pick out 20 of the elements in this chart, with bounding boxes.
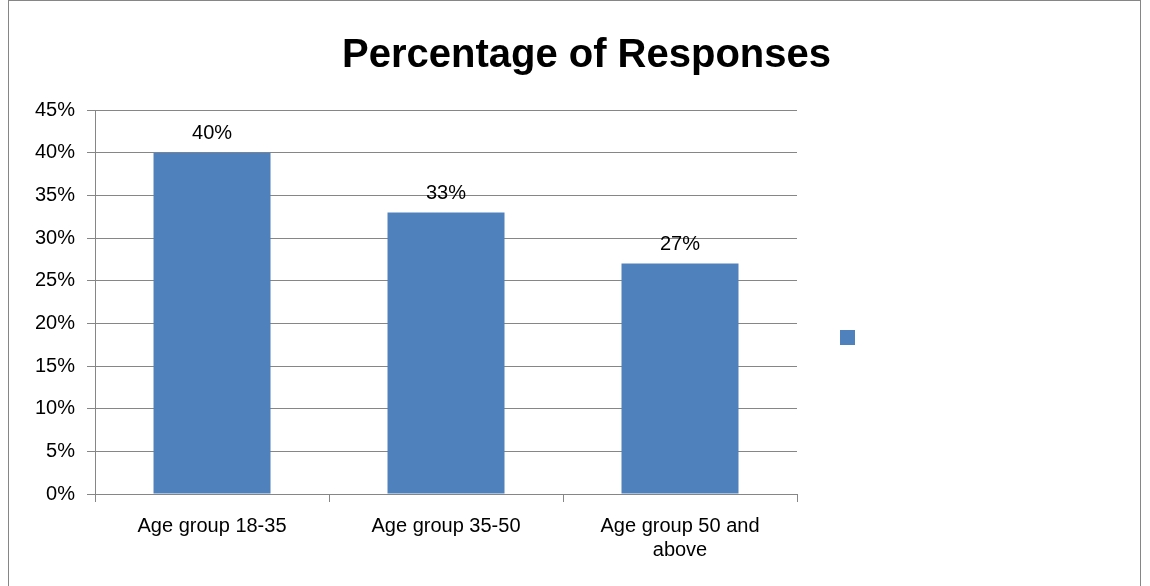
y-tick-label: 35% bbox=[35, 182, 76, 205]
bar bbox=[387, 212, 505, 494]
y-tick-label: 15% bbox=[35, 353, 76, 376]
y-tick-label: 25% bbox=[35, 268, 76, 291]
bar bbox=[621, 263, 739, 494]
y-tick-label: 10% bbox=[35, 396, 76, 419]
y-tick-label: 40% bbox=[35, 140, 76, 163]
y-tick-label: 5% bbox=[46, 438, 76, 461]
y-tick-label: 45% bbox=[35, 97, 76, 120]
x-tick-label: Age group 18-35 bbox=[137, 513, 287, 536]
y-tick-label: 30% bbox=[35, 225, 76, 248]
data-label: 27% bbox=[659, 232, 701, 255]
chart-title: Percentage of Responses bbox=[341, 31, 832, 76]
x-tick-label: Age group 35-50 bbox=[371, 513, 521, 536]
bar bbox=[153, 152, 271, 494]
y-tick-label: 20% bbox=[35, 310, 76, 333]
data-label: 33% bbox=[426, 180, 467, 203]
x-tick-label: Age group 50 and above bbox=[600, 513, 760, 560]
data-label: 40% bbox=[192, 121, 233, 144]
y-tick-label: 0% bbox=[46, 481, 76, 504]
